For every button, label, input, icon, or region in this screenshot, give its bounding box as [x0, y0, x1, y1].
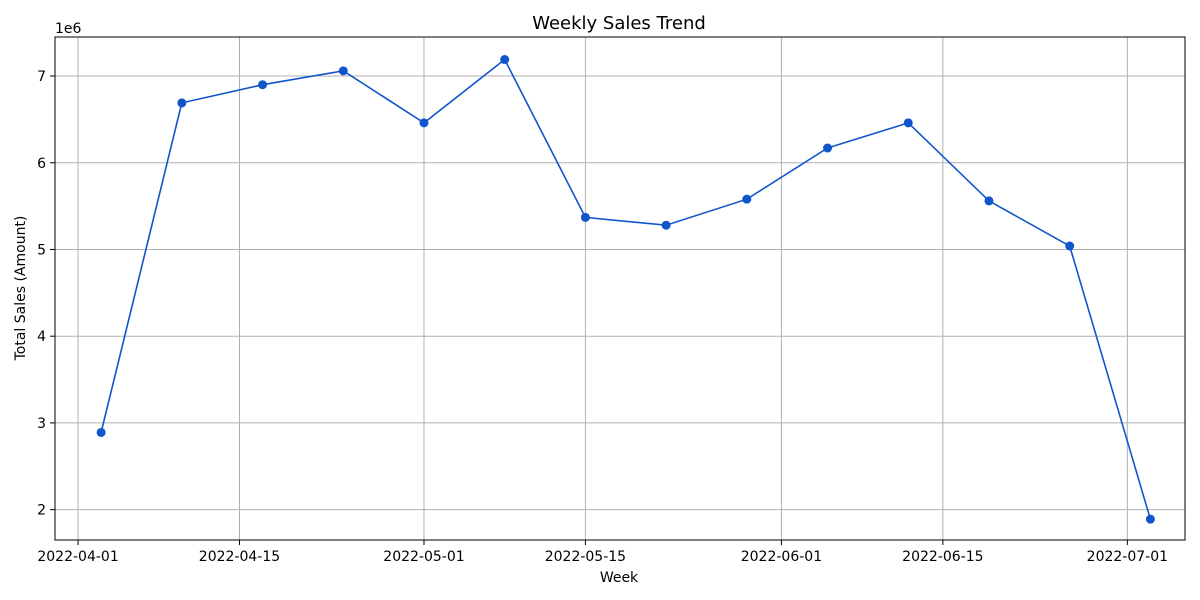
axes	[54, 36, 1186, 541]
data-point-marker	[661, 220, 671, 230]
x-tick-label: 2022-04-01	[37, 549, 118, 565]
series-line	[100, 58, 1152, 520]
x-tick-label: 2022-06-01	[741, 549, 822, 565]
data-point-marker	[338, 66, 348, 76]
x-tick-label: 2022-07-01	[1087, 549, 1168, 565]
y-tick-label: 2	[37, 503, 46, 519]
x-tick-label: 2022-05-15	[545, 549, 626, 565]
data-point-marker	[742, 194, 752, 204]
data-point-marker	[258, 80, 268, 90]
y-tick-label: 7	[37, 69, 46, 85]
y-axis-offset-label: 1e6	[55, 21, 82, 37]
data-point-marker	[177, 98, 187, 108]
x-tick-label: 2022-05-01	[383, 549, 464, 565]
ticks: 2022-04-01 2022-04-15 2022-05-01 2022-05-15…	[37, 69, 1168, 565]
y-tick-label: 3	[37, 416, 46, 432]
data-point-marker	[903, 118, 913, 128]
x-tick-label: 2022-06-15	[902, 549, 983, 565]
y-tick-label: 4	[37, 329, 46, 345]
plot-frame	[54, 36, 1186, 541]
data-point-marker	[580, 212, 590, 222]
y-axis-label: Total Sales (Amount)	[13, 216, 29, 362]
data-point-marker	[96, 427, 106, 437]
chart-title: Weekly Sales Trend	[532, 13, 706, 34]
data-point-marker	[823, 143, 833, 153]
y-tick-label: 5	[37, 242, 46, 258]
y-tick-label: 6	[37, 156, 46, 172]
grid	[55, 37, 1185, 540]
data-point-marker	[1065, 241, 1075, 251]
data-point-marker	[984, 196, 994, 206]
data-point-marker	[500, 55, 510, 65]
data-point-marker	[1145, 514, 1155, 524]
x-tick-label: 2022-04-15	[199, 549, 280, 565]
series	[96, 55, 1155, 524]
data-point-marker	[419, 118, 429, 128]
x-axis-label: Week	[600, 570, 639, 586]
